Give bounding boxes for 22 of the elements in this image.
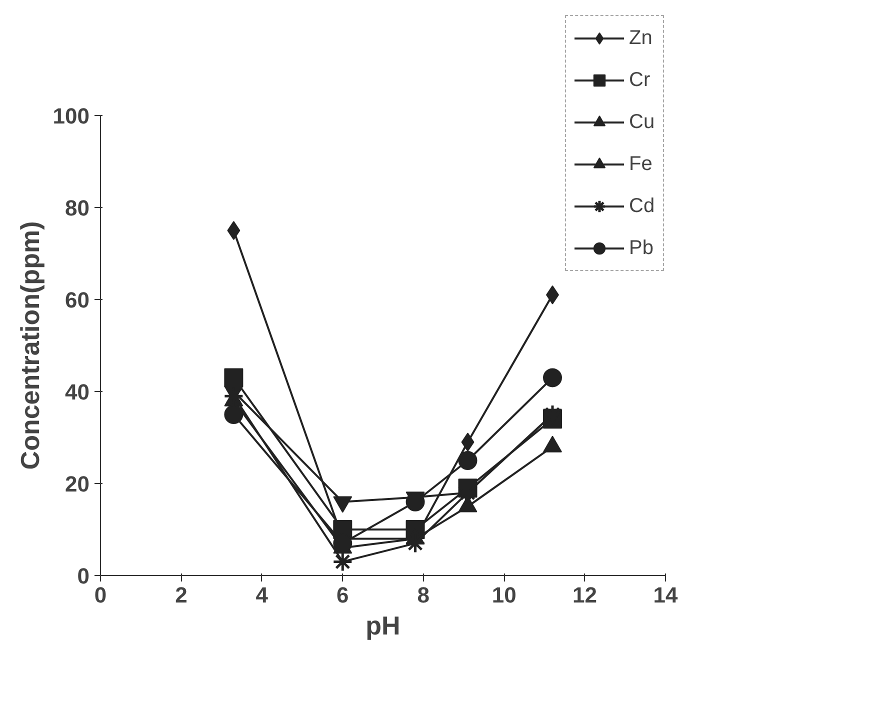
y-tick-label: 0 [77,564,90,588]
legend-label: Pb [629,236,654,260]
legend-label: Cu [629,110,655,134]
x-tick-label: 8 [417,582,430,608]
x-tick-label: 14 [653,582,678,608]
x-axis-title: pH [366,610,400,640]
x-tick-label: 12 [572,582,598,608]
legend-label: Fe [629,152,652,176]
y-tick-label: 40 [65,380,90,404]
y-tick-label: 80 [65,196,90,220]
x-tick-label: 0 [94,582,107,608]
legend-label: Zn [629,26,652,50]
y-tick-label: 100 [52,104,90,128]
x-tick-label: 6 [336,582,349,608]
y-tick-label: 60 [65,288,90,312]
x-tick-label: 4 [256,582,269,608]
legend-label: Cr [629,68,650,92]
x-tick-label: 2 [175,582,188,608]
y-tick-label: 20 [65,472,90,496]
legend-label: Cd [629,194,655,218]
y-axis-title: Concentration(ppm) [14,221,45,470]
x-tick-label: 10 [492,582,516,608]
